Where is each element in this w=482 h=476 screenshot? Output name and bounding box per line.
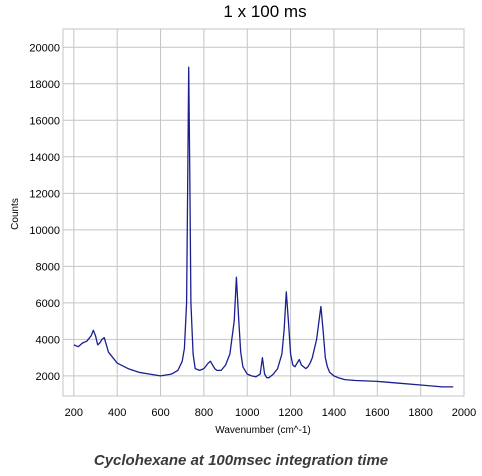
x-tick-label: 1000 [235, 407, 259, 419]
x-axis-label: Wavenumber (cm^-1) [215, 425, 310, 436]
x-tick-label: 800 [195, 407, 213, 419]
x-tick-label: 1600 [365, 407, 389, 419]
tick-labels: 200 400 600 800 1000 1200 1400 1600 1800 2000 2000… [29, 42, 476, 419]
x-tick-label: 600 [151, 407, 169, 419]
plot-area [62, 28, 465, 397]
gridlines [63, 29, 464, 396]
x-tick-label: 2000 [452, 407, 476, 419]
x-tick-label: 1200 [278, 407, 302, 419]
x-tick-label: 400 [108, 407, 126, 419]
x-tick-label: 1400 [322, 407, 346, 419]
y-tick-label: 4000 [36, 334, 60, 346]
x-tick-label: 1800 [408, 407, 432, 419]
y-tick-label: 10000 [29, 225, 60, 237]
y-tick-label: 8000 [36, 261, 60, 273]
y-tick-label: 2000 [36, 371, 60, 383]
x-tick-label: 200 [65, 407, 83, 419]
series-layer [73, 66, 454, 388]
chart-title: 1 x 100 ms [223, 2, 307, 21]
y-tick-label: 6000 [36, 298, 60, 310]
y-axis-label: Counts [10, 198, 21, 230]
y-tick-label: 18000 [29, 79, 60, 91]
figure-caption: Cyclohexane at 100msec integration time [93, 452, 389, 469]
y-tick-label: 20000 [29, 42, 60, 54]
y-tick-label: 16000 [29, 115, 60, 127]
spectrum-line [73, 66, 454, 388]
y-tick-label: 12000 [29, 188, 60, 200]
y-tick-label: 14000 [29, 152, 60, 164]
